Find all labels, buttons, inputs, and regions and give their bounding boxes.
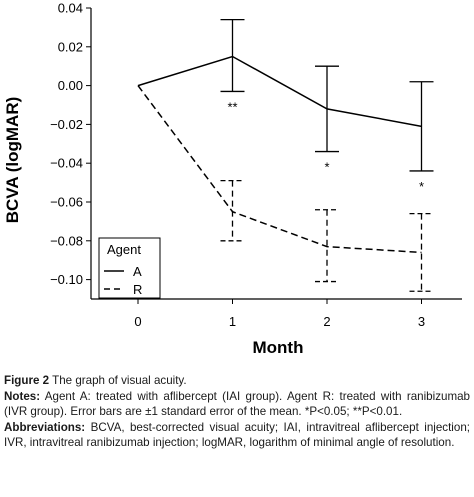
legend-label-r: R (133, 282, 142, 297)
significance-marker: * (419, 179, 424, 194)
y-tick-label: 0.02 (58, 39, 83, 54)
x-axis-title: Month (253, 338, 304, 357)
abbreviations-label: Abbreviations: (4, 420, 86, 434)
figure-title: The graph of visual acuity. (49, 374, 187, 387)
x-tick-label: 1 (229, 314, 236, 329)
x-tick-label: 2 (323, 314, 330, 329)
legend-label-a: A (133, 264, 142, 279)
axes (90, 8, 462, 300)
y-tick-label: 0.00 (58, 78, 83, 93)
significance-marker: ** (227, 99, 237, 114)
caption-title: Figure 2 The graph of visual acuity. (4, 373, 470, 389)
series-line-a (137, 55, 422, 128)
x-ticks: 0 1 2 3 (134, 299, 425, 329)
y-tick-label: −0.02 (50, 117, 83, 132)
y-ticks: 0.04 0.02 0.00 −0.02 −0.04 −0.06 −0.08 −0.10 (50, 1, 91, 287)
figure-caption: Figure 2 The graph of visual acuity. Not… (4, 373, 470, 451)
y-tick-label: −0.04 (50, 156, 83, 171)
figure-label: Figure 2 (4, 374, 50, 387)
legend: Agent A R (98, 237, 161, 299)
significance-marker: * (324, 160, 329, 175)
abbreviations-text: BCVA, best-corrected visual acuity; IAI,… (4, 420, 470, 450)
y-axis-title: BCVA (logMAR) (3, 97, 22, 224)
legend-title: Agent (107, 242, 141, 257)
y-tick-label: −0.10 (50, 272, 83, 287)
caption-abbreviations: Abbreviations: BCVA, best-corrected visu… (4, 420, 470, 451)
x-tick-label: 0 (134, 314, 141, 329)
y-tick-label: 0.04 (58, 1, 83, 16)
caption-notes: Notes: Agent A: treated with aflibercept… (4, 389, 470, 420)
notes-text: Agent A: treated with aflibercept (IAI g… (4, 389, 470, 419)
series-line-r (137, 85, 422, 254)
series-group: **** (137, 18, 434, 292)
x-tick-label: 3 (418, 314, 425, 329)
legend-box (98, 237, 161, 299)
y-tick-label: −0.08 (50, 233, 83, 248)
notes-label: Notes: (4, 389, 41, 403)
chart: 0.04 0.02 0.00 −0.02 −0.04 −0.06 −0.08 −0.10 0 1… (3, 1, 462, 357)
y-tick-label: −0.06 (50, 195, 83, 210)
